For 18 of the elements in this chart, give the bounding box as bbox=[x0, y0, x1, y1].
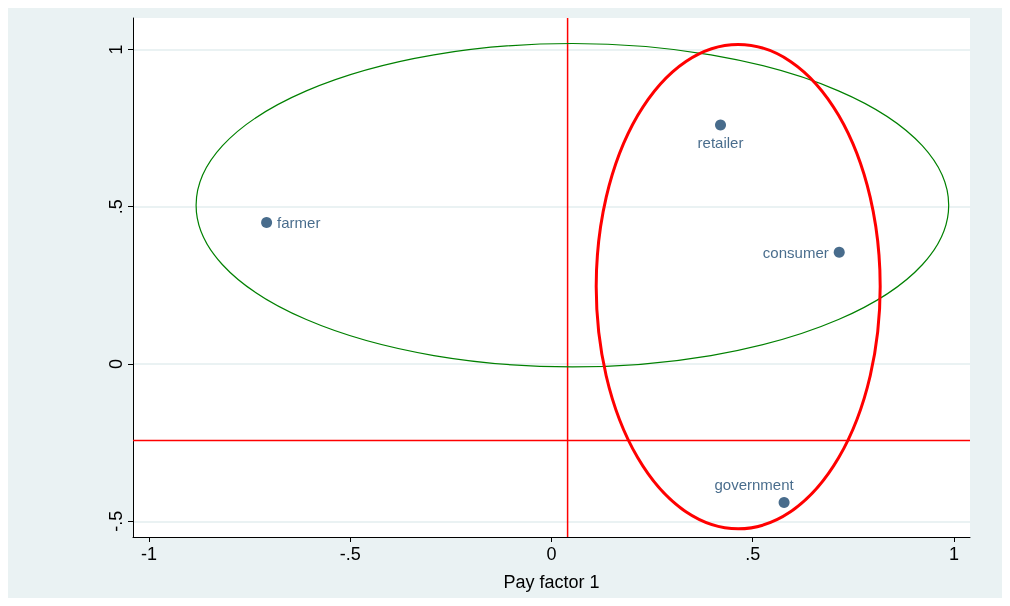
series-label: retailer bbox=[697, 134, 744, 152]
y-tick-label: 0 bbox=[106, 358, 126, 370]
y-tick-label: .5 bbox=[106, 199, 126, 215]
x-tick-label: -1 bbox=[141, 544, 158, 564]
series-label: government bbox=[714, 475, 795, 493]
series-label: consumer bbox=[762, 243, 829, 261]
point bbox=[715, 119, 727, 131]
y-tick-label: -.5 bbox=[106, 510, 126, 532]
y-tick-label: 1 bbox=[106, 44, 126, 55]
x-axis-title: Pay factor 1 bbox=[503, 572, 600, 592]
x-tick-label: -.5 bbox=[339, 544, 361, 564]
x-tick-label: .5 bbox=[745, 544, 761, 564]
point bbox=[833, 246, 845, 258]
x-tick-label: 0 bbox=[546, 544, 557, 564]
point bbox=[778, 496, 790, 508]
series-label: farmer bbox=[277, 213, 321, 231]
point bbox=[261, 216, 273, 228]
x-tick-label: 1 bbox=[948, 544, 959, 564]
